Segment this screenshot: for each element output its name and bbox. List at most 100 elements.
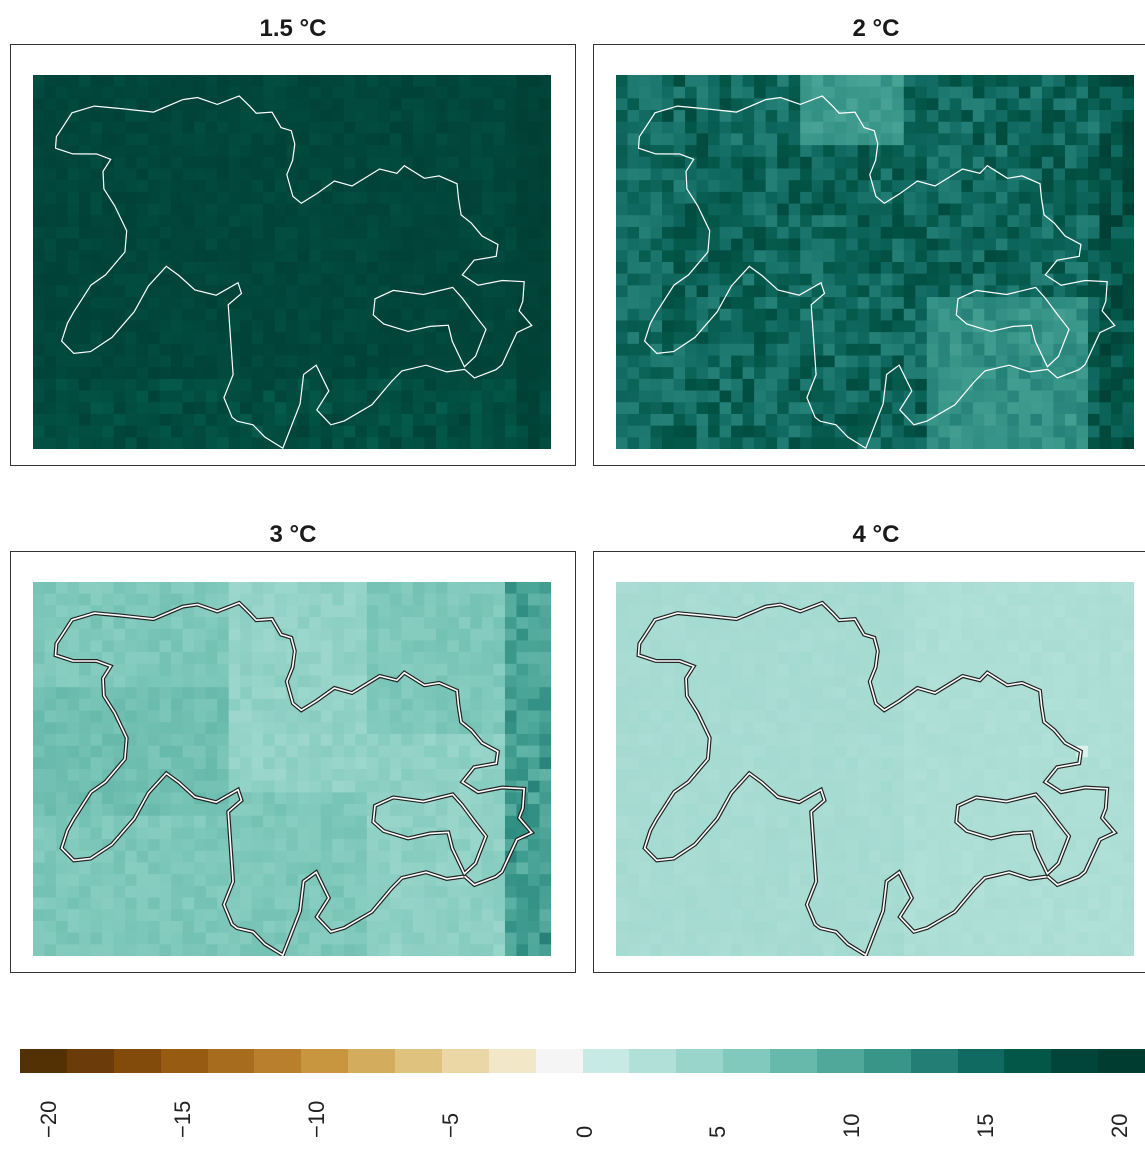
heatmap-cell [389, 437, 402, 449]
heatmap-cell [251, 168, 264, 181]
heatmap-cell [263, 698, 276, 712]
heatmap-cell [113, 687, 126, 700]
heatmap-cell [639, 687, 652, 700]
heatmap-cell [297, 238, 310, 251]
heatmap-cell [639, 343, 652, 357]
heatmap-cell [44, 378, 57, 392]
heatmap-cell [731, 367, 744, 380]
heatmap-cell [205, 425, 218, 438]
heatmap-cell [182, 640, 195, 653]
heatmap-cell [719, 262, 732, 275]
heatmap-cell [1064, 343, 1078, 357]
heatmap-cell [834, 413, 847, 427]
heatmap-cell [309, 722, 322, 735]
heatmap-cell [1099, 180, 1112, 193]
heatmap-svg [33, 582, 551, 956]
heatmap-cell [412, 640, 425, 653]
heatmap-cell [846, 733, 859, 747]
heatmap-cell [504, 390, 518, 403]
heatmap-cell [102, 308, 115, 322]
heatmap-cell [984, 390, 997, 403]
heatmap-cell [1099, 367, 1112, 380]
heatmap-cell [1041, 675, 1055, 688]
heatmap-cell [880, 262, 893, 275]
heatmap-cell [125, 792, 138, 805]
heatmap-cell [136, 262, 149, 275]
heatmap-cell [240, 839, 253, 852]
heatmap-cell [811, 180, 824, 193]
heatmap-cell [1053, 191, 1066, 205]
heatmap-cell [435, 663, 448, 677]
heatmap-cell [811, 605, 824, 618]
heatmap-cell [811, 687, 824, 700]
heatmap-cell [343, 390, 356, 403]
heatmap-cell [148, 437, 161, 449]
heatmap-cell [811, 156, 824, 170]
heatmap-cell [1099, 437, 1112, 449]
heatmap-cell [435, 839, 448, 852]
heatmap-cell [892, 425, 905, 438]
heatmap-cell [389, 862, 402, 875]
heatmap-cell [811, 402, 824, 415]
heatmap-cell [148, 792, 161, 805]
heatmap-cell [113, 168, 126, 181]
heatmap-cell [972, 180, 985, 193]
heatmap-cell [217, 944, 230, 956]
heatmap-cell [742, 110, 755, 123]
heatmap-cell [194, 897, 207, 910]
heatmap-cell [205, 628, 218, 642]
heatmap-cell [915, 133, 928, 146]
heatmap-cell [493, 827, 506, 840]
heatmap-cell [504, 121, 518, 135]
heatmap-cell [217, 86, 230, 99]
heatmap-cell [274, 437, 287, 449]
heatmap-cell [765, 343, 778, 357]
heatmap-cell [102, 792, 115, 805]
heatmap-cell [79, 769, 92, 782]
heatmap-cell [493, 698, 506, 712]
heatmap-cell [1076, 215, 1089, 228]
heatmap-cell [182, 332, 195, 345]
heatmap-cell [892, 605, 905, 618]
heatmap-cell [662, 238, 675, 251]
heatmap-cell [263, 710, 276, 723]
heatmap-cell [182, 203, 195, 216]
heatmap-cell [263, 862, 276, 875]
heatmap-cell [961, 297, 974, 310]
heatmap-cell [378, 203, 391, 216]
heatmap-cell [539, 827, 551, 840]
heatmap-cell [696, 273, 709, 286]
heatmap-cell [458, 932, 472, 945]
heatmap-cell [159, 308, 172, 322]
heatmap-cell [857, 402, 870, 415]
heatmap-cell [481, 86, 495, 99]
heatmap-cell [424, 86, 437, 99]
heatmap-cell [447, 86, 460, 99]
heatmap-cell [493, 640, 506, 653]
heatmap-cell [516, 180, 529, 193]
heatmap-cell [33, 121, 46, 135]
heatmap-cell [650, 191, 663, 205]
heatmap-cell [182, 944, 195, 956]
heatmap-cell [1053, 640, 1066, 653]
heatmap-cell [366, 121, 379, 135]
heatmap-cell [834, 110, 847, 123]
heatmap-cell [915, 390, 928, 403]
heatmap-cell [926, 308, 939, 322]
heatmap-cell [113, 617, 126, 630]
heatmap-cell [240, 367, 253, 380]
heatmap-cell [205, 582, 218, 595]
heatmap-cell [673, 745, 686, 758]
heatmap-cell [903, 675, 916, 688]
heatmap-cell [685, 628, 698, 642]
heatmap-cell [113, 203, 126, 216]
heatmap-cell [102, 203, 115, 216]
heatmap-cell [1064, 110, 1078, 123]
heatmap-cell [274, 745, 287, 758]
heatmap-cell [1087, 582, 1101, 595]
heatmap-cell [1030, 367, 1043, 380]
heatmap-cell [685, 203, 698, 216]
heatmap-cell [251, 850, 264, 864]
heatmap-cell [159, 850, 172, 864]
heatmap-cell [719, 308, 732, 322]
